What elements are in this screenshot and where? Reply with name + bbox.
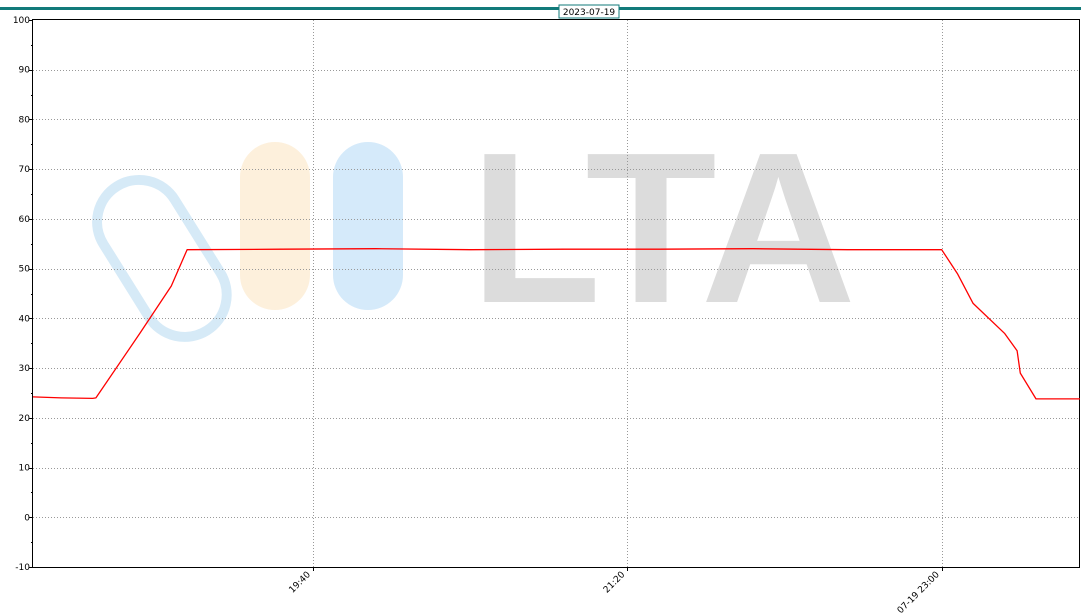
y-tick-label: 50 [19,265,31,275]
y-tick-label: 70 [19,165,31,175]
x-tick-label: 21:20 [602,570,628,596]
x-tick-label: 19:40 [288,570,314,596]
y-tick-label: 100 [13,16,30,26]
y-tick-label: -10 [15,563,30,573]
plot-frame [32,19,1080,568]
y-tick-label: 60 [19,215,31,225]
series [32,248,1080,400]
date-label-box [558,4,620,19]
y-tick-label: 0 [24,513,30,523]
x-axis: 19:40 21:20 07-19 23:00 [288,567,943,614]
y-tick-label: 90 [19,66,31,76]
y-tick-label: 20 [19,414,31,424]
y-tick-label: 30 [19,364,31,374]
watermark-text: LTA [470,107,856,348]
x-tick-label: 07-19 23:00 [896,570,942,614]
y-tick-label: 40 [19,314,31,324]
grid [33,20,1080,567]
y-tick-label: 10 [19,464,31,474]
series-line [32,248,1080,400]
lta-watermark-logo: LTA [92,107,856,348]
y-axis: -10 0 10 20 30 40 50 60 70 80 90 100 [13,16,33,573]
chart-title: 2023-07-19 [563,8,616,18]
y-tick-label: 80 [19,115,31,125]
